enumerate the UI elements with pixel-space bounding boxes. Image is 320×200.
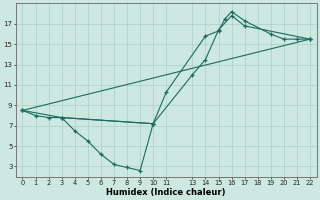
X-axis label: Humidex (Indice chaleur): Humidex (Indice chaleur) — [107, 188, 226, 197]
